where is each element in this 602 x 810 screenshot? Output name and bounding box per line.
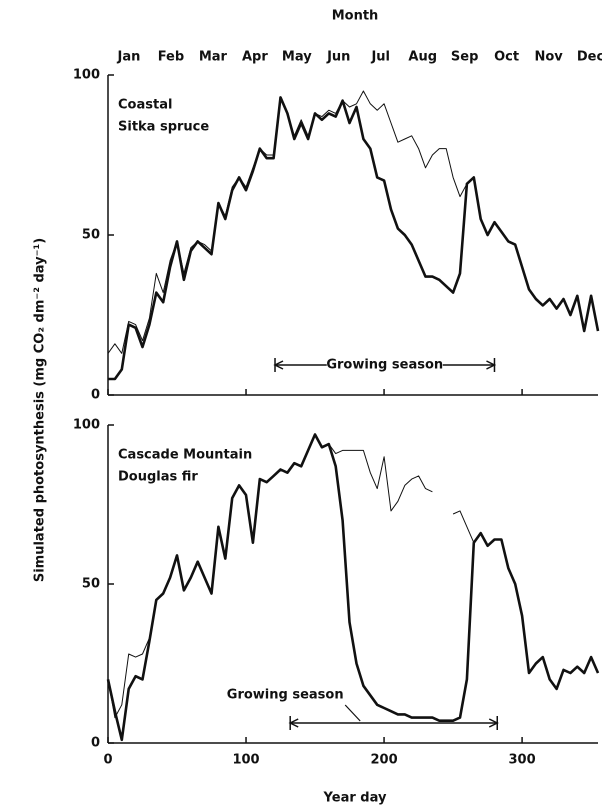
season-label: Growing season [227,688,344,703]
month-label: Aug [408,50,437,65]
y-tick-label: 100 [73,418,100,433]
month-label: Apr [242,50,268,65]
y-tick-label: 0 [91,388,100,403]
month-label: Jan [117,50,141,65]
panel-label: Douglas fir [118,470,198,485]
season-pointer [344,704,361,722]
month-label: Jul [370,50,390,65]
month-label: Sep [451,50,479,65]
y-tick-label: 0 [91,736,100,751]
month-label: Dec [577,50,602,65]
data-line [108,96,600,381]
panel-label: Coastal [118,98,172,113]
season-arrowheads [273,360,497,370]
data-line [106,433,600,742]
month-label: Mar [199,50,228,65]
x-axis-label: Year day [323,791,387,806]
month-label: Feb [158,50,184,65]
x-tick-label: 300 [509,753,536,768]
panel-label: Cascade Mountain [118,448,252,463]
month-label: Jun [326,50,350,65]
month-label: Nov [534,50,563,65]
chart-title: Month [332,9,379,24]
y-tick-label: 100 [73,68,100,83]
y-tick-label: 50 [82,228,100,243]
panel-label: Sitka spruce [118,120,209,135]
x-tick-label: 0 [103,753,112,768]
x-tick-label: 100 [232,753,259,768]
y-axis-label: Simulated photosynthesis (mg CO₂ dm⁻² da… [33,238,48,582]
x-tick-label: 200 [370,753,397,768]
month-label: Oct [494,50,519,65]
month-label: May [282,50,312,65]
season-label: Growing season [326,358,443,373]
y-tick-label: 50 [82,577,100,592]
